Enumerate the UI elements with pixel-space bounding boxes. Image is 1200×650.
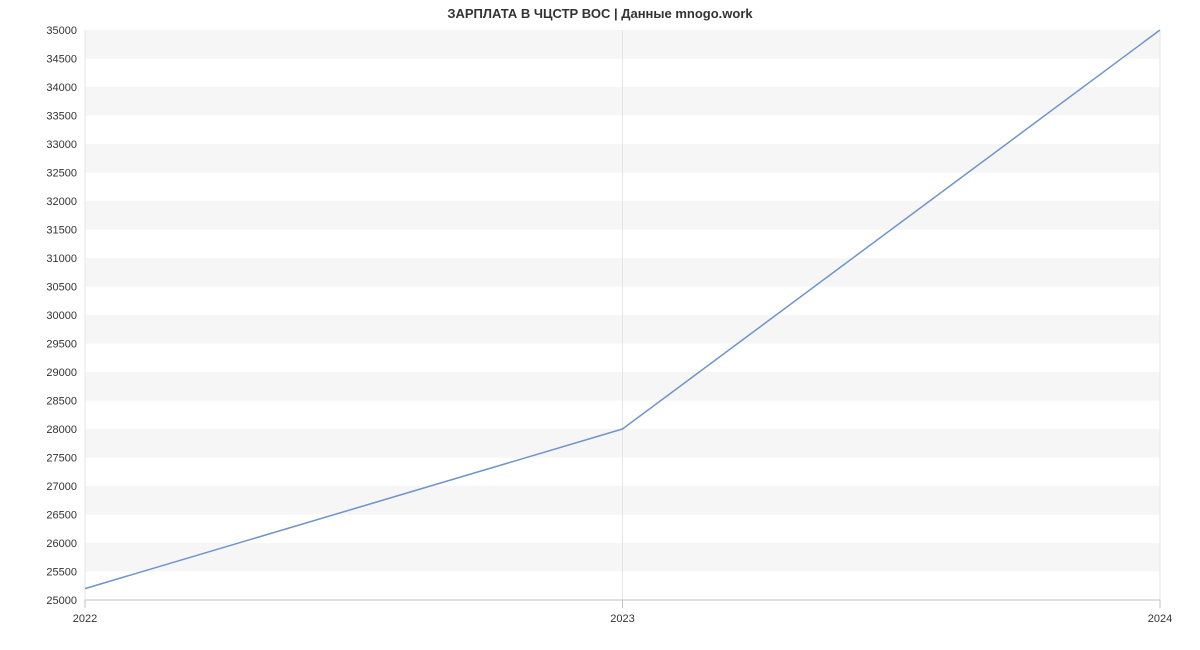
y-tick-label: 32000: [46, 196, 77, 208]
y-tick-label: 31000: [46, 253, 77, 265]
x-tick-label: 2022: [73, 613, 97, 625]
y-tick-label: 35000: [46, 25, 77, 37]
y-tick-label: 29500: [46, 339, 77, 351]
y-tick-label: 33000: [46, 139, 77, 151]
y-tick-label: 26500: [46, 510, 77, 522]
y-tick-label: 25000: [46, 595, 77, 607]
chart-svg: 25000 25500 26000 26500 27000 27500 28000 28500…: [0, 0, 1200, 650]
y-tick-label: 25500: [46, 567, 77, 579]
y-tick-label: 28000: [46, 424, 77, 436]
y-tick-label: 27500: [46, 453, 77, 465]
salary-chart: ЗАРПЛАТА В ЧЦСТР ВОС | Данные mnogo.work…: [0, 0, 1200, 650]
y-tick-label: 33500: [46, 111, 77, 123]
y-tick-label: 34000: [46, 82, 77, 94]
chart-title: ЗАРПЛАТА В ЧЦСТР ВОС | Данные mnogo.work: [0, 6, 1200, 21]
y-tick-label: 28500: [46, 396, 77, 408]
x-tick-label: 2024: [1148, 613, 1172, 625]
y-tick-label: 27000: [46, 481, 77, 493]
y-tick-label: 26000: [46, 538, 77, 550]
y-tick-label: 29000: [46, 367, 77, 379]
y-tick-label: 30500: [46, 282, 77, 294]
y-tick-label: 31500: [46, 225, 77, 237]
y-tick-label: 32500: [46, 168, 77, 180]
y-tick-label: 34500: [46, 54, 77, 66]
x-tick-label: 2023: [610, 613, 634, 625]
y-tick-label: 30000: [46, 310, 77, 322]
